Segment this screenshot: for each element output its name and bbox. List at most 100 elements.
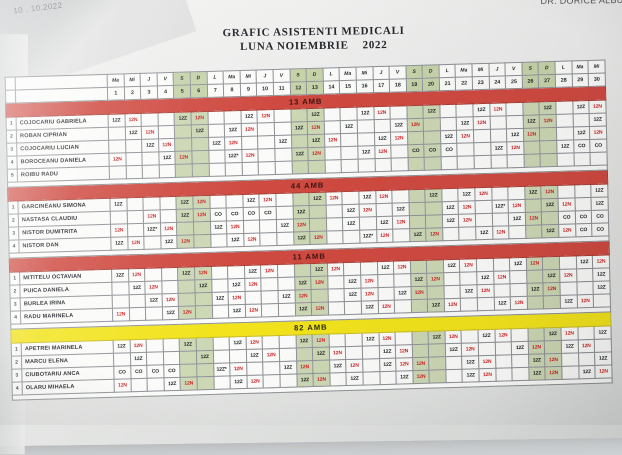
shift-cell[interactable]: 12Z: [373, 132, 391, 146]
shift-cell[interactable]: [512, 367, 529, 381]
shift-cell[interactable]: [373, 119, 391, 133]
shift-cell[interactable]: 12Z: [508, 212, 526, 226]
shift-cell[interactable]: 12N: [545, 366, 563, 380]
shift-cell[interactable]: 12N: [129, 339, 147, 353]
shift-cell[interactable]: 12N: [595, 364, 612, 379]
shift-cell[interactable]: [326, 217, 344, 232]
shift-cell[interactable]: 12Z: [462, 355, 479, 370]
shift-cell[interactable]: [142, 164, 160, 179]
shift-cell[interactable]: 12Z: [342, 204, 360, 218]
shift-cell[interactable]: 12N: [190, 111, 208, 125]
shift-cell[interactable]: [277, 277, 295, 291]
shift-cell[interactable]: 12N: [141, 125, 159, 140]
shift-cell[interactable]: [279, 348, 297, 362]
shift-cell[interactable]: [429, 369, 447, 384]
shift-cell[interactable]: CO: [226, 207, 244, 221]
shift-cell[interactable]: [125, 152, 143, 166]
shift-cell[interactable]: [126, 210, 144, 224]
shift-cell[interactable]: [241, 162, 259, 176]
shift-cell[interactable]: [540, 153, 558, 167]
shift-cell[interactable]: CO: [575, 223, 593, 237]
shift-cell[interactable]: [425, 214, 443, 229]
shift-cell[interactable]: [257, 122, 275, 137]
shift-cell[interactable]: 12N: [144, 280, 162, 295]
shift-cell[interactable]: 12Z: [528, 366, 546, 381]
shift-cell[interactable]: [476, 258, 494, 272]
shift-cell[interactable]: 12N: [492, 225, 510, 240]
shift-cell[interactable]: [377, 274, 395, 288]
shift-cell[interactable]: [111, 281, 129, 296]
shift-cell[interactable]: 12N: [478, 368, 496, 382]
shift-cell[interactable]: [411, 344, 429, 358]
shift-cell[interactable]: [258, 161, 276, 176]
shift-cell[interactable]: [344, 301, 362, 315]
shift-cell[interactable]: [341, 159, 359, 173]
shift-cell[interactable]: [328, 301, 345, 316]
shift-cell[interactable]: [426, 259, 444, 274]
shift-cell[interactable]: [477, 297, 495, 311]
shift-cell[interactable]: [457, 142, 475, 157]
shift-cell[interactable]: 12N: [544, 353, 562, 367]
shift-cell[interactable]: [161, 267, 179, 281]
shift-cell[interactable]: [442, 227, 460, 241]
shift-cell[interactable]: 12N: [376, 229, 394, 243]
shift-cell[interactable]: [260, 232, 277, 246]
shift-cell[interactable]: [327, 275, 345, 290]
shift-cell[interactable]: 12Z: [295, 334, 313, 349]
shift-cell[interactable]: [208, 149, 226, 164]
shift-cell[interactable]: [507, 154, 525, 168]
shift-cell[interactable]: [557, 152, 574, 167]
shift-cell[interactable]: 12Z: [475, 226, 493, 240]
shift-cell[interactable]: [439, 104, 457, 118]
shift-cell[interactable]: 12N: [245, 303, 262, 318]
shift-cell[interactable]: 12Z: [310, 263, 328, 277]
shift-cell[interactable]: [441, 188, 459, 202]
shift-cell[interactable]: [178, 292, 196, 307]
shift-cell[interactable]: [161, 280, 179, 294]
shift-cell[interactable]: [357, 158, 375, 173]
shift-cell[interactable]: 12N: [508, 199, 526, 213]
shift-cell[interactable]: [557, 184, 575, 199]
shift-cell[interactable]: [524, 198, 542, 213]
shift-cell[interactable]: [290, 108, 308, 123]
shift-cell[interactable]: 12Z: [379, 358, 396, 372]
shift-cell[interactable]: [329, 372, 347, 387]
shift-cell[interactable]: [142, 151, 159, 166]
shift-cell[interactable]: 12Z: [342, 217, 360, 231]
shift-cell[interactable]: 12Z: [162, 306, 180, 320]
shift-cell[interactable]: [457, 155, 475, 170]
shift-cell[interactable]: [191, 137, 209, 151]
shift-cell[interactable]: 12N: [307, 147, 325, 161]
shift-cell[interactable]: 12Z: [425, 188, 442, 203]
shift-cell[interactable]: 12Z*: [213, 362, 231, 377]
shift-cell[interactable]: 12Z: [445, 343, 463, 357]
shift-cell[interactable]: CO: [574, 210, 592, 224]
shift-cell[interactable]: CO: [558, 210, 576, 225]
shift-cell[interactable]: 12Z: [329, 359, 347, 374]
shift-cell[interactable]: [508, 186, 525, 200]
shift-cell[interactable]: [325, 204, 343, 219]
shift-cell[interactable]: [191, 150, 209, 164]
shift-cell[interactable]: 12N: [390, 131, 408, 146]
shift-cell[interactable]: [196, 363, 214, 377]
shift-cell[interactable]: 12N: [539, 114, 557, 128]
shift-cell[interactable]: [506, 115, 524, 129]
shift-cell[interactable]: 12Z: [111, 268, 129, 283]
shift-cell[interactable]: 12Z: [191, 124, 209, 138]
shift-cell[interactable]: [495, 367, 513, 382]
shift-cell[interactable]: [594, 338, 612, 353]
shift-cell[interactable]: 12N: [459, 258, 477, 273]
shift-cell[interactable]: [555, 100, 573, 115]
shift-cell[interactable]: [362, 358, 380, 373]
shift-cell[interactable]: 12N: [360, 274, 378, 289]
shift-cell[interactable]: [392, 228, 410, 243]
shift-cell[interactable]: 12N: [489, 102, 507, 117]
shift-cell[interactable]: 12Z: [307, 134, 325, 148]
shift-cell[interactable]: [174, 124, 192, 139]
shift-cell[interactable]: [312, 360, 330, 374]
shift-cell[interactable]: 12Z: [390, 118, 408, 133]
shift-cell[interactable]: 12N: [526, 256, 544, 271]
shift-cell[interactable]: [360, 261, 378, 276]
shift-cell[interactable]: 12Z: [276, 219, 294, 233]
shift-cell[interactable]: 12N: [226, 220, 244, 234]
